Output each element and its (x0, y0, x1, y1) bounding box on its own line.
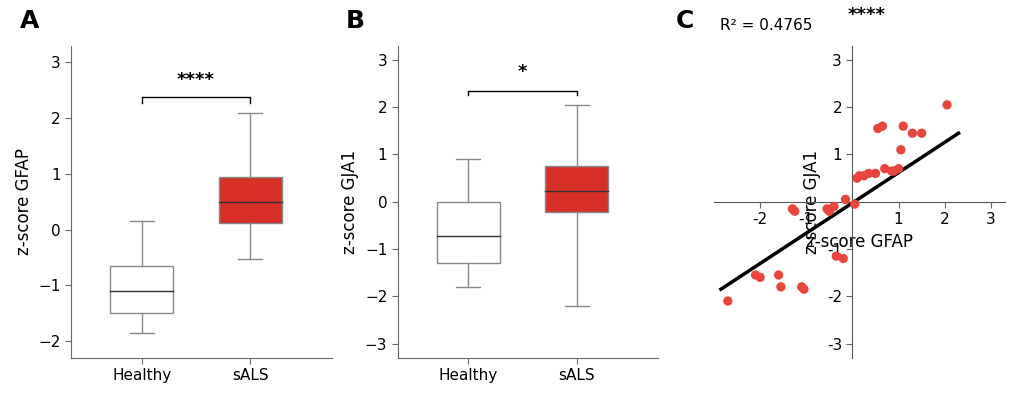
Bar (545, 166, 607, 212)
Point (869, 125, 886, 132)
Point (866, 170, 882, 177)
Text: A: A (19, 9, 39, 33)
Point (786, 208, 802, 215)
Text: ****: **** (177, 71, 215, 89)
Y-axis label: z-score GJA1: z-score GJA1 (802, 150, 820, 254)
Point (882, 168, 899, 174)
Point (769, 272, 786, 278)
Point (818, 206, 835, 212)
X-axis label: z-score GFAP: z-score GFAP (805, 233, 912, 251)
Point (913, 130, 929, 136)
Point (747, 272, 763, 278)
Point (772, 284, 789, 290)
Y-axis label: z-score GFAP: z-score GFAP (15, 148, 33, 255)
Bar (110, 266, 173, 313)
Point (719, 298, 736, 305)
Point (751, 274, 767, 281)
Point (894, 123, 910, 129)
Text: ****: **** (847, 6, 884, 24)
Point (860, 170, 876, 177)
Point (884, 168, 901, 174)
Point (793, 284, 809, 290)
Y-axis label: z-score GJA1: z-score GJA1 (341, 150, 359, 254)
Point (795, 286, 811, 292)
Point (937, 102, 954, 108)
Text: C: C (676, 9, 694, 33)
Point (846, 201, 862, 208)
Point (855, 172, 871, 179)
Bar (219, 177, 281, 223)
Point (875, 165, 892, 172)
Point (825, 203, 842, 210)
Text: *: * (518, 63, 527, 81)
Text: B: B (345, 9, 365, 33)
Point (820, 208, 837, 215)
Point (835, 255, 851, 262)
Point (784, 206, 800, 212)
Bar (436, 202, 499, 263)
Point (890, 165, 906, 172)
Point (848, 175, 864, 181)
Point (850, 172, 866, 179)
Point (873, 123, 890, 129)
Point (827, 253, 844, 260)
Point (837, 196, 853, 203)
Point (892, 146, 908, 153)
Text: R² = 0.4765: R² = 0.4765 (719, 18, 811, 33)
Point (904, 130, 920, 136)
